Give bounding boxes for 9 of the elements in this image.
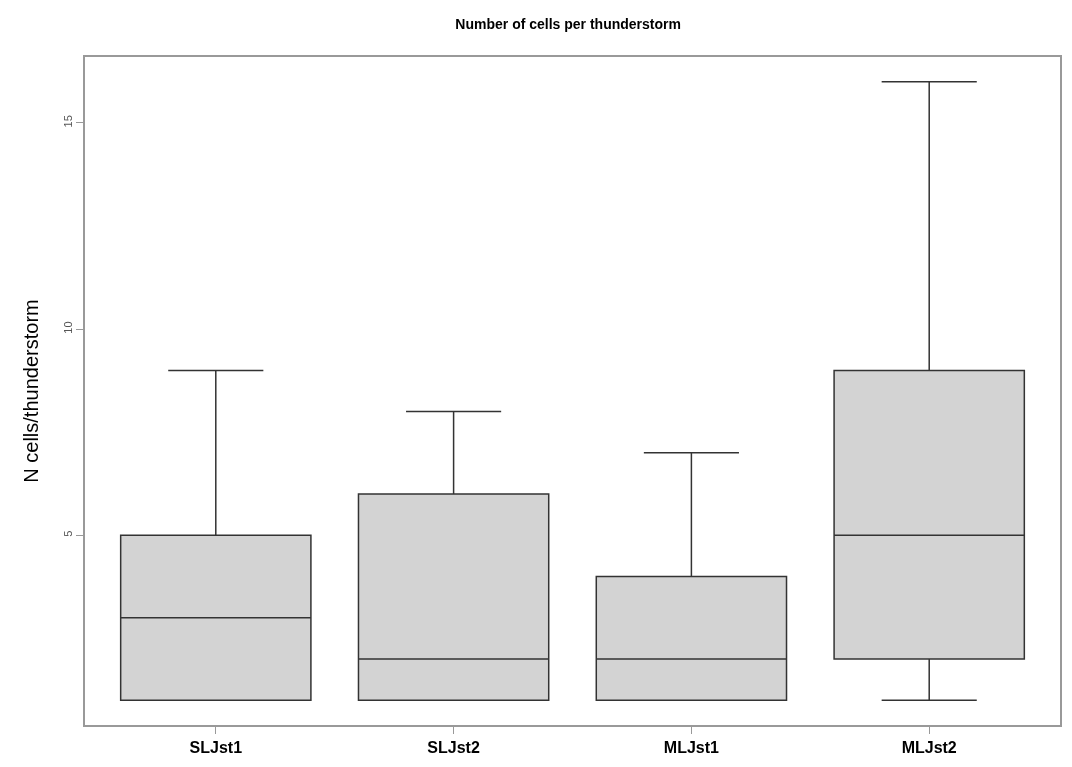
x-tick-label: MLJst2 xyxy=(901,739,957,757)
x-tick-label: SLJst2 xyxy=(427,739,480,757)
y-axis-title: N cells/thunderstorm xyxy=(19,299,42,483)
x-tick-label: SLJst1 xyxy=(189,739,243,757)
y-tick-label: 10 xyxy=(61,321,74,334)
x-tick-label: MLJst1 xyxy=(663,739,720,757)
chart-title: Number of cells per thunderstorm xyxy=(455,15,681,32)
y-tick-label: 5 xyxy=(61,530,74,537)
y-tick-label: 15 xyxy=(61,115,74,128)
